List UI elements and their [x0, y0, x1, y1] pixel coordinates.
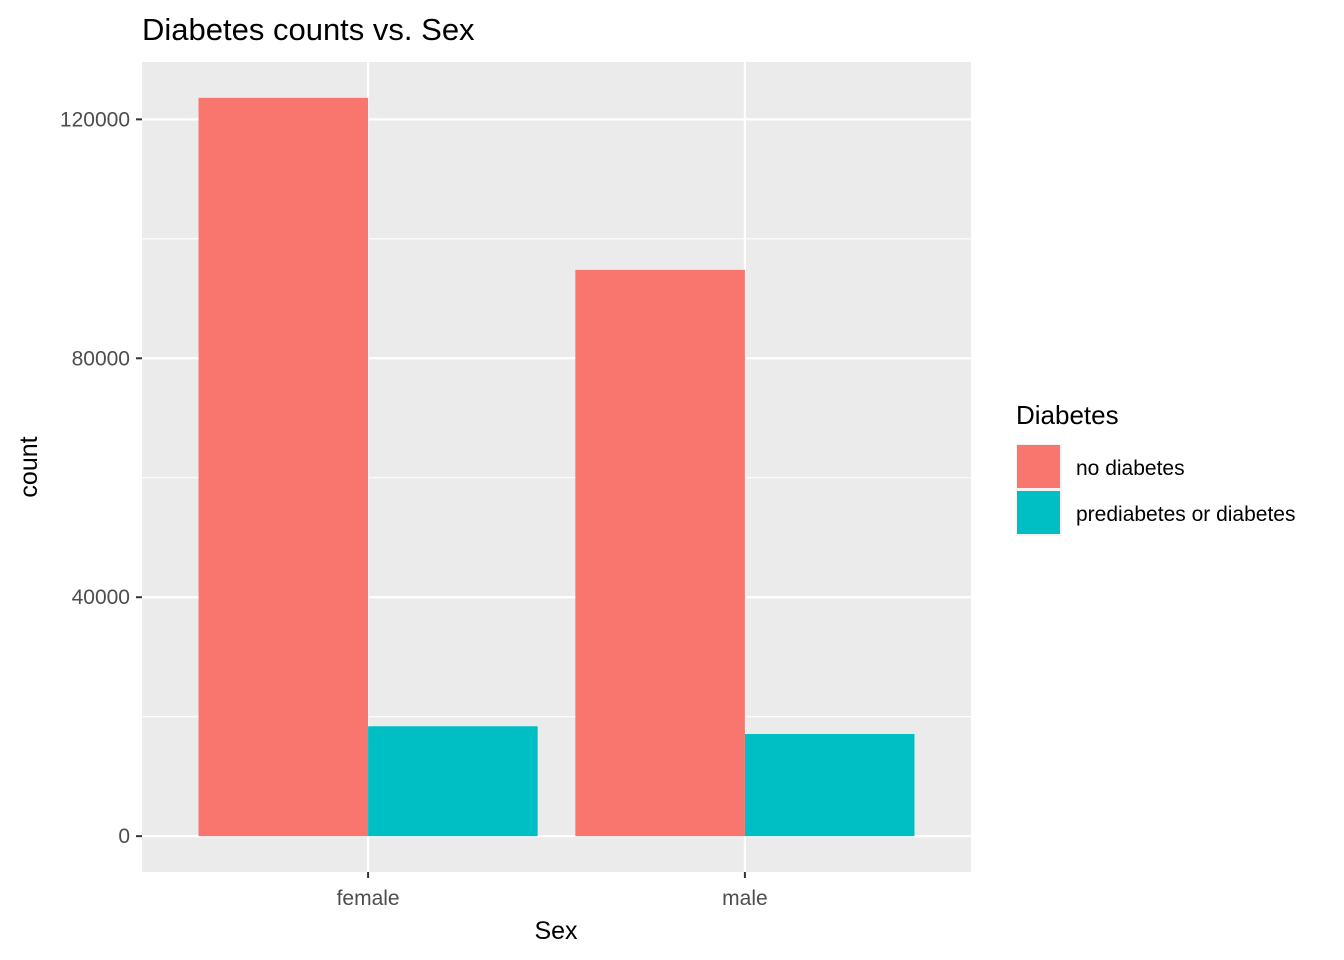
bar	[368, 726, 538, 837]
legend-items: no diabetes prediabetes or diabetes	[1016, 444, 1296, 536]
y-axis-title: count	[15, 436, 43, 497]
legend: Diabetes no diabetes prediabetes or diabe…	[1016, 400, 1296, 536]
legend-label: no diabetes	[1076, 457, 1185, 480]
y-tick-label: 0	[118, 825, 130, 848]
bar	[198, 97, 369, 837]
x-tick-label: female	[337, 887, 400, 910]
legend-title: Diabetes	[1016, 400, 1119, 430]
y-tick-label: 80000	[72, 347, 130, 370]
legend-label: prediabetes or diabetes	[1076, 503, 1296, 526]
x-axis: female male	[337, 872, 768, 910]
legend-key	[1017, 445, 1060, 488]
y-tick-label: 40000	[72, 586, 130, 609]
y-axis: 0 40000 80000 120000	[60, 108, 142, 848]
x-axis-title: Sex	[534, 917, 578, 945]
y-tick-label: 120000	[60, 108, 130, 131]
legend-key	[1017, 491, 1060, 534]
bar	[575, 269, 745, 837]
x-tick-label: male	[722, 887, 768, 910]
bars	[198, 97, 915, 837]
chart-title: Diabetes counts vs. Sex	[142, 12, 475, 47]
bar	[744, 734, 915, 837]
